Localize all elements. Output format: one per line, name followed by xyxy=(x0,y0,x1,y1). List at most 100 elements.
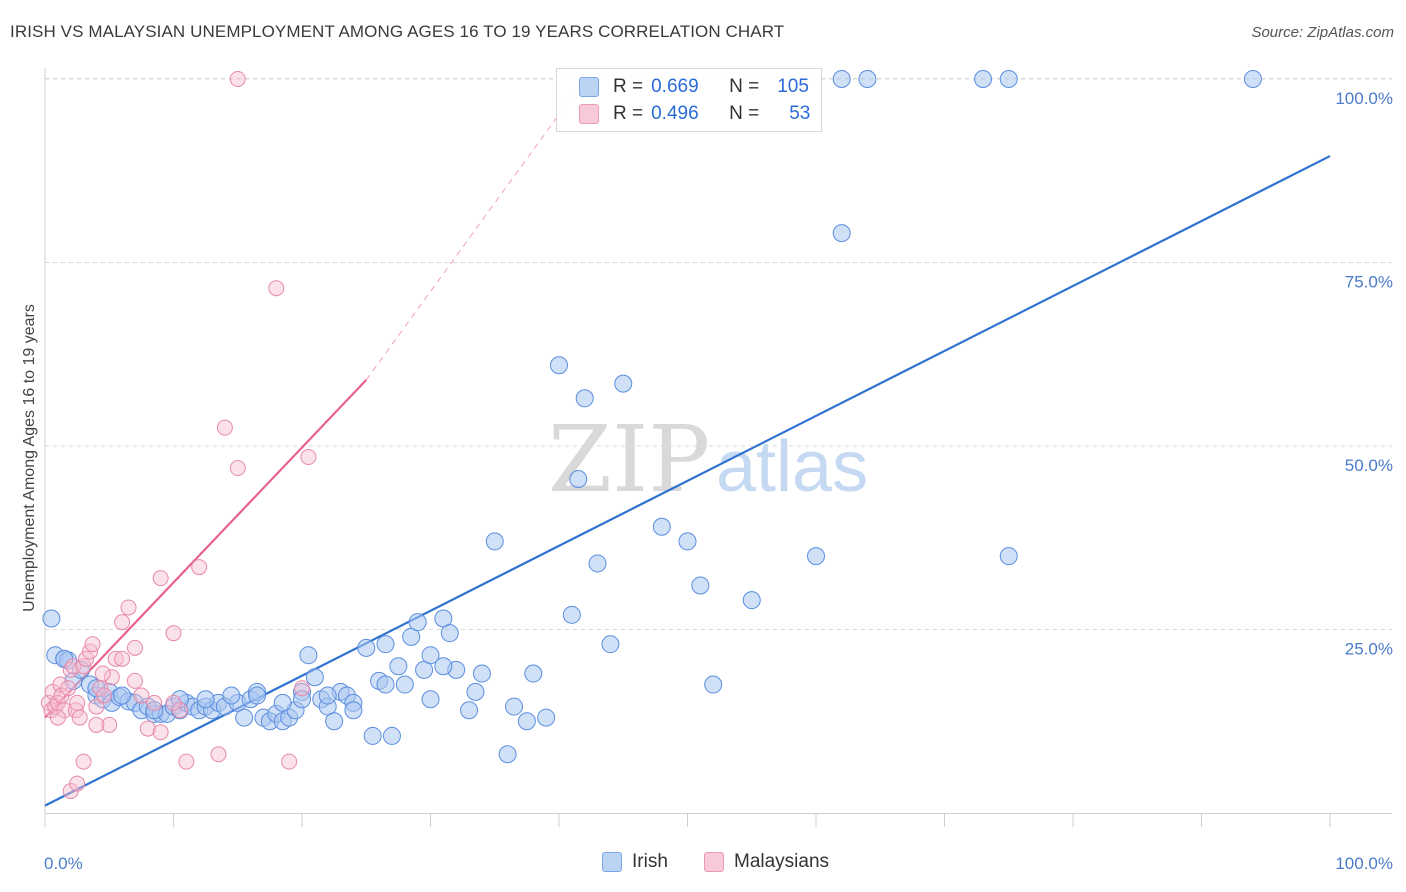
irish-point xyxy=(434,657,453,676)
legend-malaysians-swatch xyxy=(704,852,724,872)
malaysian-point xyxy=(146,694,163,711)
series-legend: Irish Malaysians xyxy=(0,851,1406,877)
irish-n-label: N = xyxy=(729,76,760,97)
malaysian-point xyxy=(84,636,101,653)
irish-point xyxy=(704,675,723,694)
watermark: ZIP atlas xyxy=(548,406,868,513)
irish-point xyxy=(537,708,556,727)
irish-point xyxy=(550,356,568,375)
y-tick-label-25: 25.0% xyxy=(1345,640,1393,659)
irish-point xyxy=(248,686,267,705)
irish-point xyxy=(498,745,517,764)
malaysian-point xyxy=(69,694,86,711)
chart-source: Source: ZipAtlas.com xyxy=(1251,24,1394,41)
malaysian-point xyxy=(88,716,105,733)
x-tick-label-100: 100.0% xyxy=(1335,854,1393,873)
malaysian-point xyxy=(126,639,143,656)
malaysian-point xyxy=(229,460,246,477)
y-tick-label-50: 50.0% xyxy=(1345,456,1393,475)
irish-point xyxy=(601,635,620,654)
malaysian-point xyxy=(94,665,111,682)
gridlines xyxy=(45,78,1392,630)
irish-point xyxy=(524,664,543,683)
watermark-atlas: atlas xyxy=(716,427,868,507)
malaysian-point xyxy=(107,650,124,667)
malaysian-point xyxy=(152,570,169,587)
malaysian-point xyxy=(71,709,88,726)
irish-point xyxy=(505,697,524,716)
irish-point xyxy=(588,554,607,573)
irish-point xyxy=(614,374,633,393)
irish-point xyxy=(460,701,479,720)
x-tick-label-0: 0.0% xyxy=(44,854,83,873)
irish-point xyxy=(1243,70,1262,88)
irish-point xyxy=(113,686,132,705)
y-axis-label: Unemployment Among Ages 16 to 19 years xyxy=(21,304,38,612)
malaysian-point xyxy=(294,680,310,697)
irish-point xyxy=(196,690,215,709)
axes xyxy=(44,68,1392,827)
data-points xyxy=(40,70,1262,799)
legend-irish-label: Irish xyxy=(632,851,668,872)
irish-point xyxy=(344,701,363,720)
malaysian-trend-extension xyxy=(365,78,586,381)
irish-point xyxy=(974,70,993,88)
malaysian-swatch xyxy=(579,104,599,124)
irish-point xyxy=(408,613,427,632)
malaysian-point xyxy=(120,599,137,616)
irish-point xyxy=(575,389,594,408)
malaysian-point xyxy=(178,753,195,770)
malaysian-point xyxy=(49,709,66,726)
irish-point xyxy=(832,224,851,243)
irish-point xyxy=(363,726,382,745)
legend-irish-swatch xyxy=(602,852,622,872)
malaysian-point xyxy=(268,280,285,297)
irish-point xyxy=(440,624,459,643)
malaysian-point xyxy=(126,672,143,689)
malaysian-point xyxy=(210,746,227,763)
irish-point xyxy=(376,635,395,654)
irish-point xyxy=(569,470,588,489)
malaysian-point xyxy=(114,650,131,667)
y-tick-label-75: 75.0% xyxy=(1345,273,1393,292)
malaysian-point xyxy=(60,680,77,697)
legend-item-malaysians[interactable]: Malaysians xyxy=(704,851,829,873)
irish-point xyxy=(273,693,292,712)
malaysian-point xyxy=(165,694,182,711)
irish-point xyxy=(807,547,825,566)
malaysian-r-value: 0.496 xyxy=(651,103,699,124)
irish-point xyxy=(395,675,414,694)
malaysian-point xyxy=(133,687,150,704)
malaysian-r-label: R = xyxy=(613,103,644,124)
malaysian-point xyxy=(281,753,298,770)
malaysian-point xyxy=(300,449,317,466)
irish-point xyxy=(832,70,851,88)
irish-r-label: R = xyxy=(613,76,644,97)
chart-title: IRISH VS MALAYSIAN UNEMPLOYMENT AMONG AG… xyxy=(10,22,785,41)
irish-point xyxy=(999,70,1018,88)
malaysian-point xyxy=(152,724,169,741)
irish-point xyxy=(678,532,697,551)
legend-item-irish[interactable]: Irish xyxy=(602,851,668,873)
irish-point xyxy=(389,657,408,676)
irish-r-value: 0.669 xyxy=(651,76,699,97)
stats-legend: R = 0.669 N = 105 R = 0.496 N = 53 xyxy=(556,68,822,132)
irish-point xyxy=(999,547,1018,566)
irish-point xyxy=(562,605,581,624)
malaysian-point xyxy=(139,720,156,737)
irish-point xyxy=(235,708,254,727)
y-tick-label-100: 100.0% xyxy=(1335,89,1393,108)
irish-point xyxy=(466,682,485,701)
irish-point xyxy=(299,646,318,665)
legend-malaysians-label: Malaysians xyxy=(734,851,830,872)
irish-point xyxy=(517,712,536,731)
irish-point xyxy=(421,646,440,665)
irish-point xyxy=(42,609,61,628)
legend-row-malaysian: R = 0.496 N = 53 xyxy=(579,102,810,126)
irish-point xyxy=(485,532,504,551)
irish-point xyxy=(691,576,710,595)
malaysian-n-value: 53 xyxy=(789,103,811,124)
malaysian-point xyxy=(88,698,105,715)
irish-point xyxy=(222,686,241,705)
malaysian-point xyxy=(96,687,113,704)
